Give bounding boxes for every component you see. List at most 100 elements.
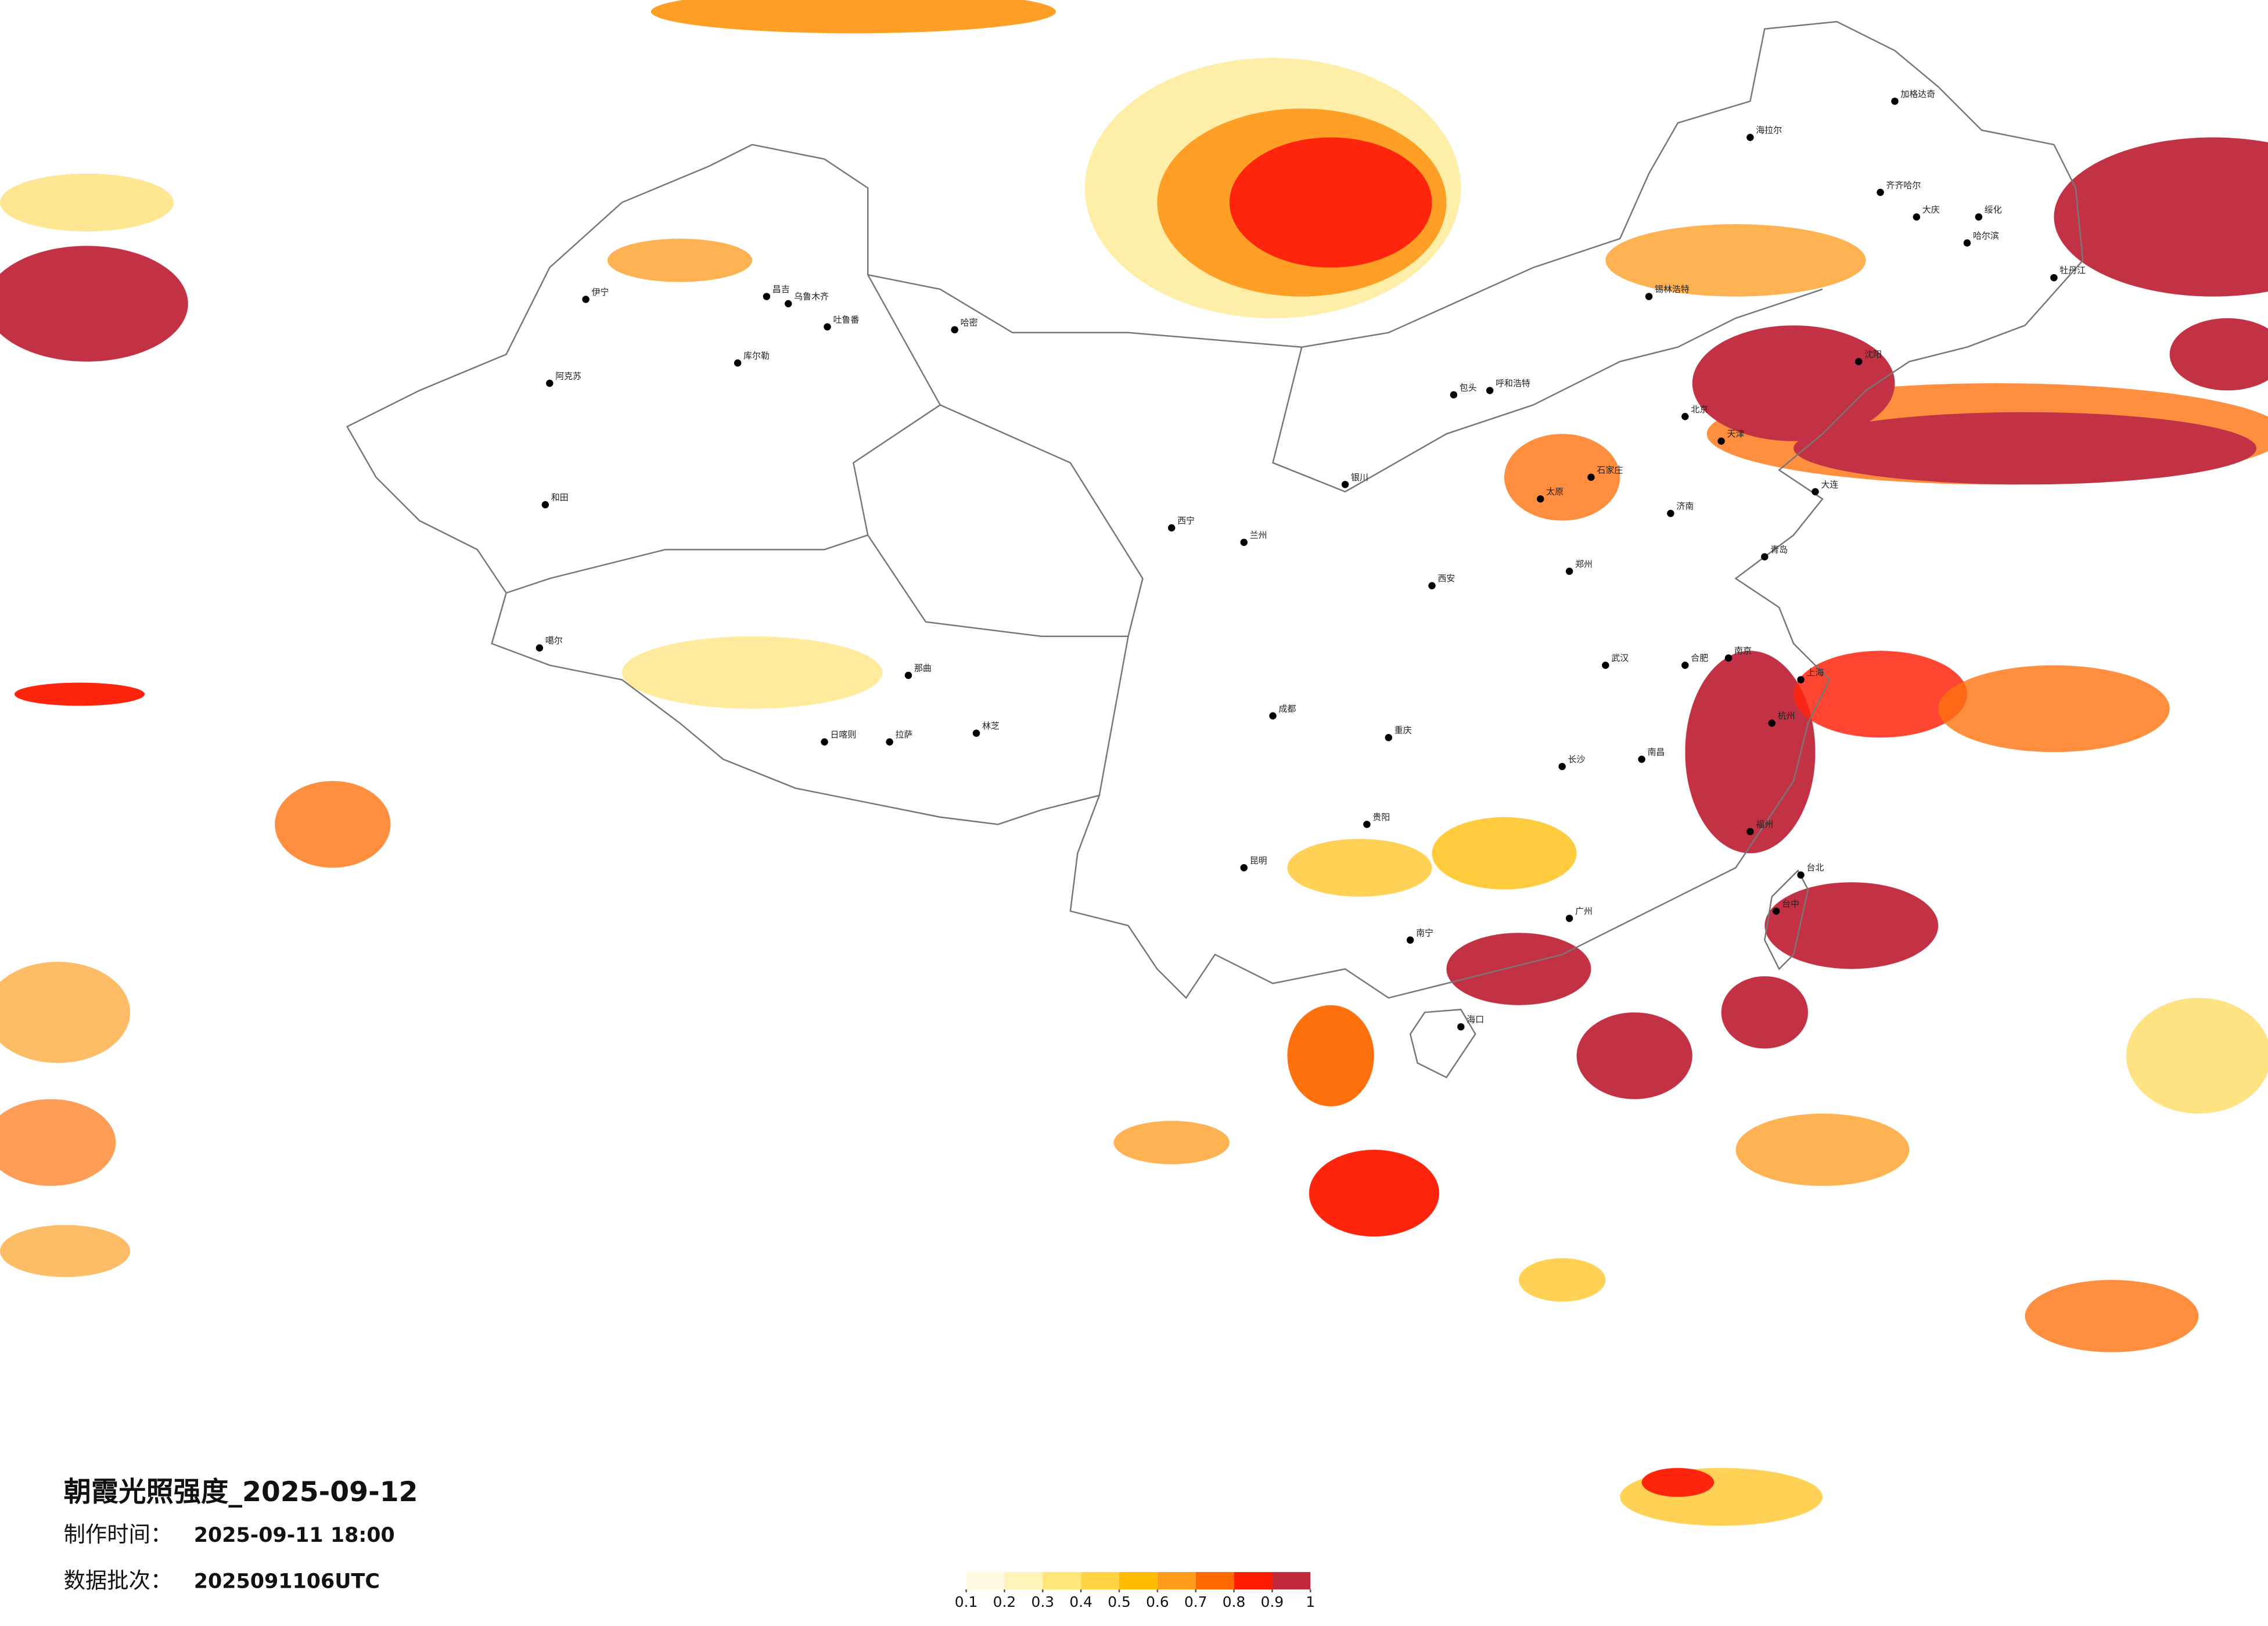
city-dot [1724,654,1733,662]
city-dot [1385,733,1393,742]
city-label: 西安 [1437,573,1455,584]
city-label: 吐鲁番 [833,314,859,325]
city-label: 西宁 [1177,516,1195,526]
city-dot [1240,538,1248,546]
heat-patch [0,1099,116,1186]
city-dot [1645,293,1653,300]
city-dot [1457,1023,1465,1031]
city-label: 贵阳 [1372,812,1390,822]
city-dot [1975,213,1983,221]
city-label: 兰州 [1250,530,1267,540]
heat-patch [2054,137,2268,297]
legend-swatch [1272,1572,1311,1589]
legend-tick-label: 0.2 [993,1593,1016,1610]
heat-patch [1938,665,2170,753]
city-label: 噶尔 [545,635,563,646]
city-dot [763,293,771,300]
city-label: 郑州 [1575,559,1593,569]
heat-patch [0,962,131,1063]
heat-field [0,0,2268,1526]
heat-patch [1446,933,1591,1005]
heat-patch [0,1225,131,1278]
city-label: 阿克苏 [555,370,581,381]
city-dot [1797,871,1805,879]
city-dot [1168,524,1176,532]
city-label: 加格达奇 [1900,89,1935,99]
city-dot [886,738,893,746]
city-label: 林芝 [982,721,1000,731]
heat-patch [1685,650,1816,854]
heat-patch [1605,224,1866,297]
city-dot [951,326,958,334]
city-label: 海口 [1467,1015,1484,1025]
heat-patch [1764,882,1939,969]
city-label: 合肥 [1691,653,1708,663]
taiwan-border [1764,869,1809,970]
city-label: 银川 [1351,472,1368,483]
city-label: 太原 [1546,487,1563,497]
heat-patch [1518,1258,1606,1302]
city-dot [734,359,742,367]
legend-swatch [1195,1572,1234,1589]
heat-patch [0,246,188,362]
city-label: 重庆 [1394,725,1412,736]
heat-patch [0,173,174,232]
city-label: 伊宁 [592,287,609,297]
legend: 0.1 0.2 0.3 0.4 0.5 0.6 0.7 0.8 0.9 1 [955,1572,1315,1610]
heat-patch [14,682,145,706]
city-dot [1450,391,1458,399]
city-dot [785,300,792,308]
city-label: 天津 [1727,429,1745,439]
city-label: 大庆 [1922,204,1940,215]
city-label: 沈阳 [1864,349,1882,359]
heat-patch [1793,650,1967,738]
heat-patch [2126,998,2268,1114]
city-dot [1717,437,1725,445]
city-dot [1363,821,1371,828]
heat-patch [621,636,883,709]
meta-label: 制作时间： [64,1521,172,1547]
city-dot [1963,239,1971,247]
city-label: 呼和浩特 [1496,378,1530,388]
city-dot [1681,661,1689,669]
city-dot [541,501,549,509]
legend-tick-label: 0.6 [1146,1593,1169,1610]
legend-swatch [1119,1572,1158,1589]
legend-tick-label: 0.1 [955,1593,978,1610]
city-dot [1341,481,1349,488]
city-dot [1602,661,1609,669]
heat-patch [1504,434,1620,521]
city-label: 长沙 [1568,754,1586,764]
city-dot [1558,762,1566,771]
city-label: 那曲 [914,663,932,674]
city-label: 石家庄 [1597,465,1623,475]
heat-patch [1432,817,1577,890]
city-label: 南京 [1734,646,1752,656]
meta-value: 2025091106UTC [194,1570,380,1593]
heat-patch [1641,1467,1715,1497]
hainan-border [1409,1009,1476,1078]
city-dot [1667,509,1674,517]
city-dot [824,323,831,331]
city-label: 青岛 [1770,544,1788,555]
city-label: 武汉 [1611,653,1629,663]
heat-patch [1576,1012,1692,1099]
city-dot [1681,413,1689,420]
heat-patch [275,780,391,868]
meta-value: 2025-09-11 18:00 [194,1524,395,1547]
legend-tick-label: 0.8 [1223,1593,1246,1610]
heat-patch [2025,1280,2199,1352]
heat-patch [1113,1121,1230,1164]
city-label: 哈尔滨 [1973,231,1999,241]
heat-patch [1692,325,1895,441]
city-dot [1746,134,1754,141]
city-label: 北京 [1691,404,1708,415]
city-label: 台北 [1807,862,1824,873]
legend-swatch [1234,1572,1273,1589]
heat-patch [1735,1113,1910,1186]
region-border [506,274,941,594]
city-label: 拉萨 [896,729,913,740]
city-label: 杭州 [1778,711,1795,721]
city-dot [1269,712,1277,720]
